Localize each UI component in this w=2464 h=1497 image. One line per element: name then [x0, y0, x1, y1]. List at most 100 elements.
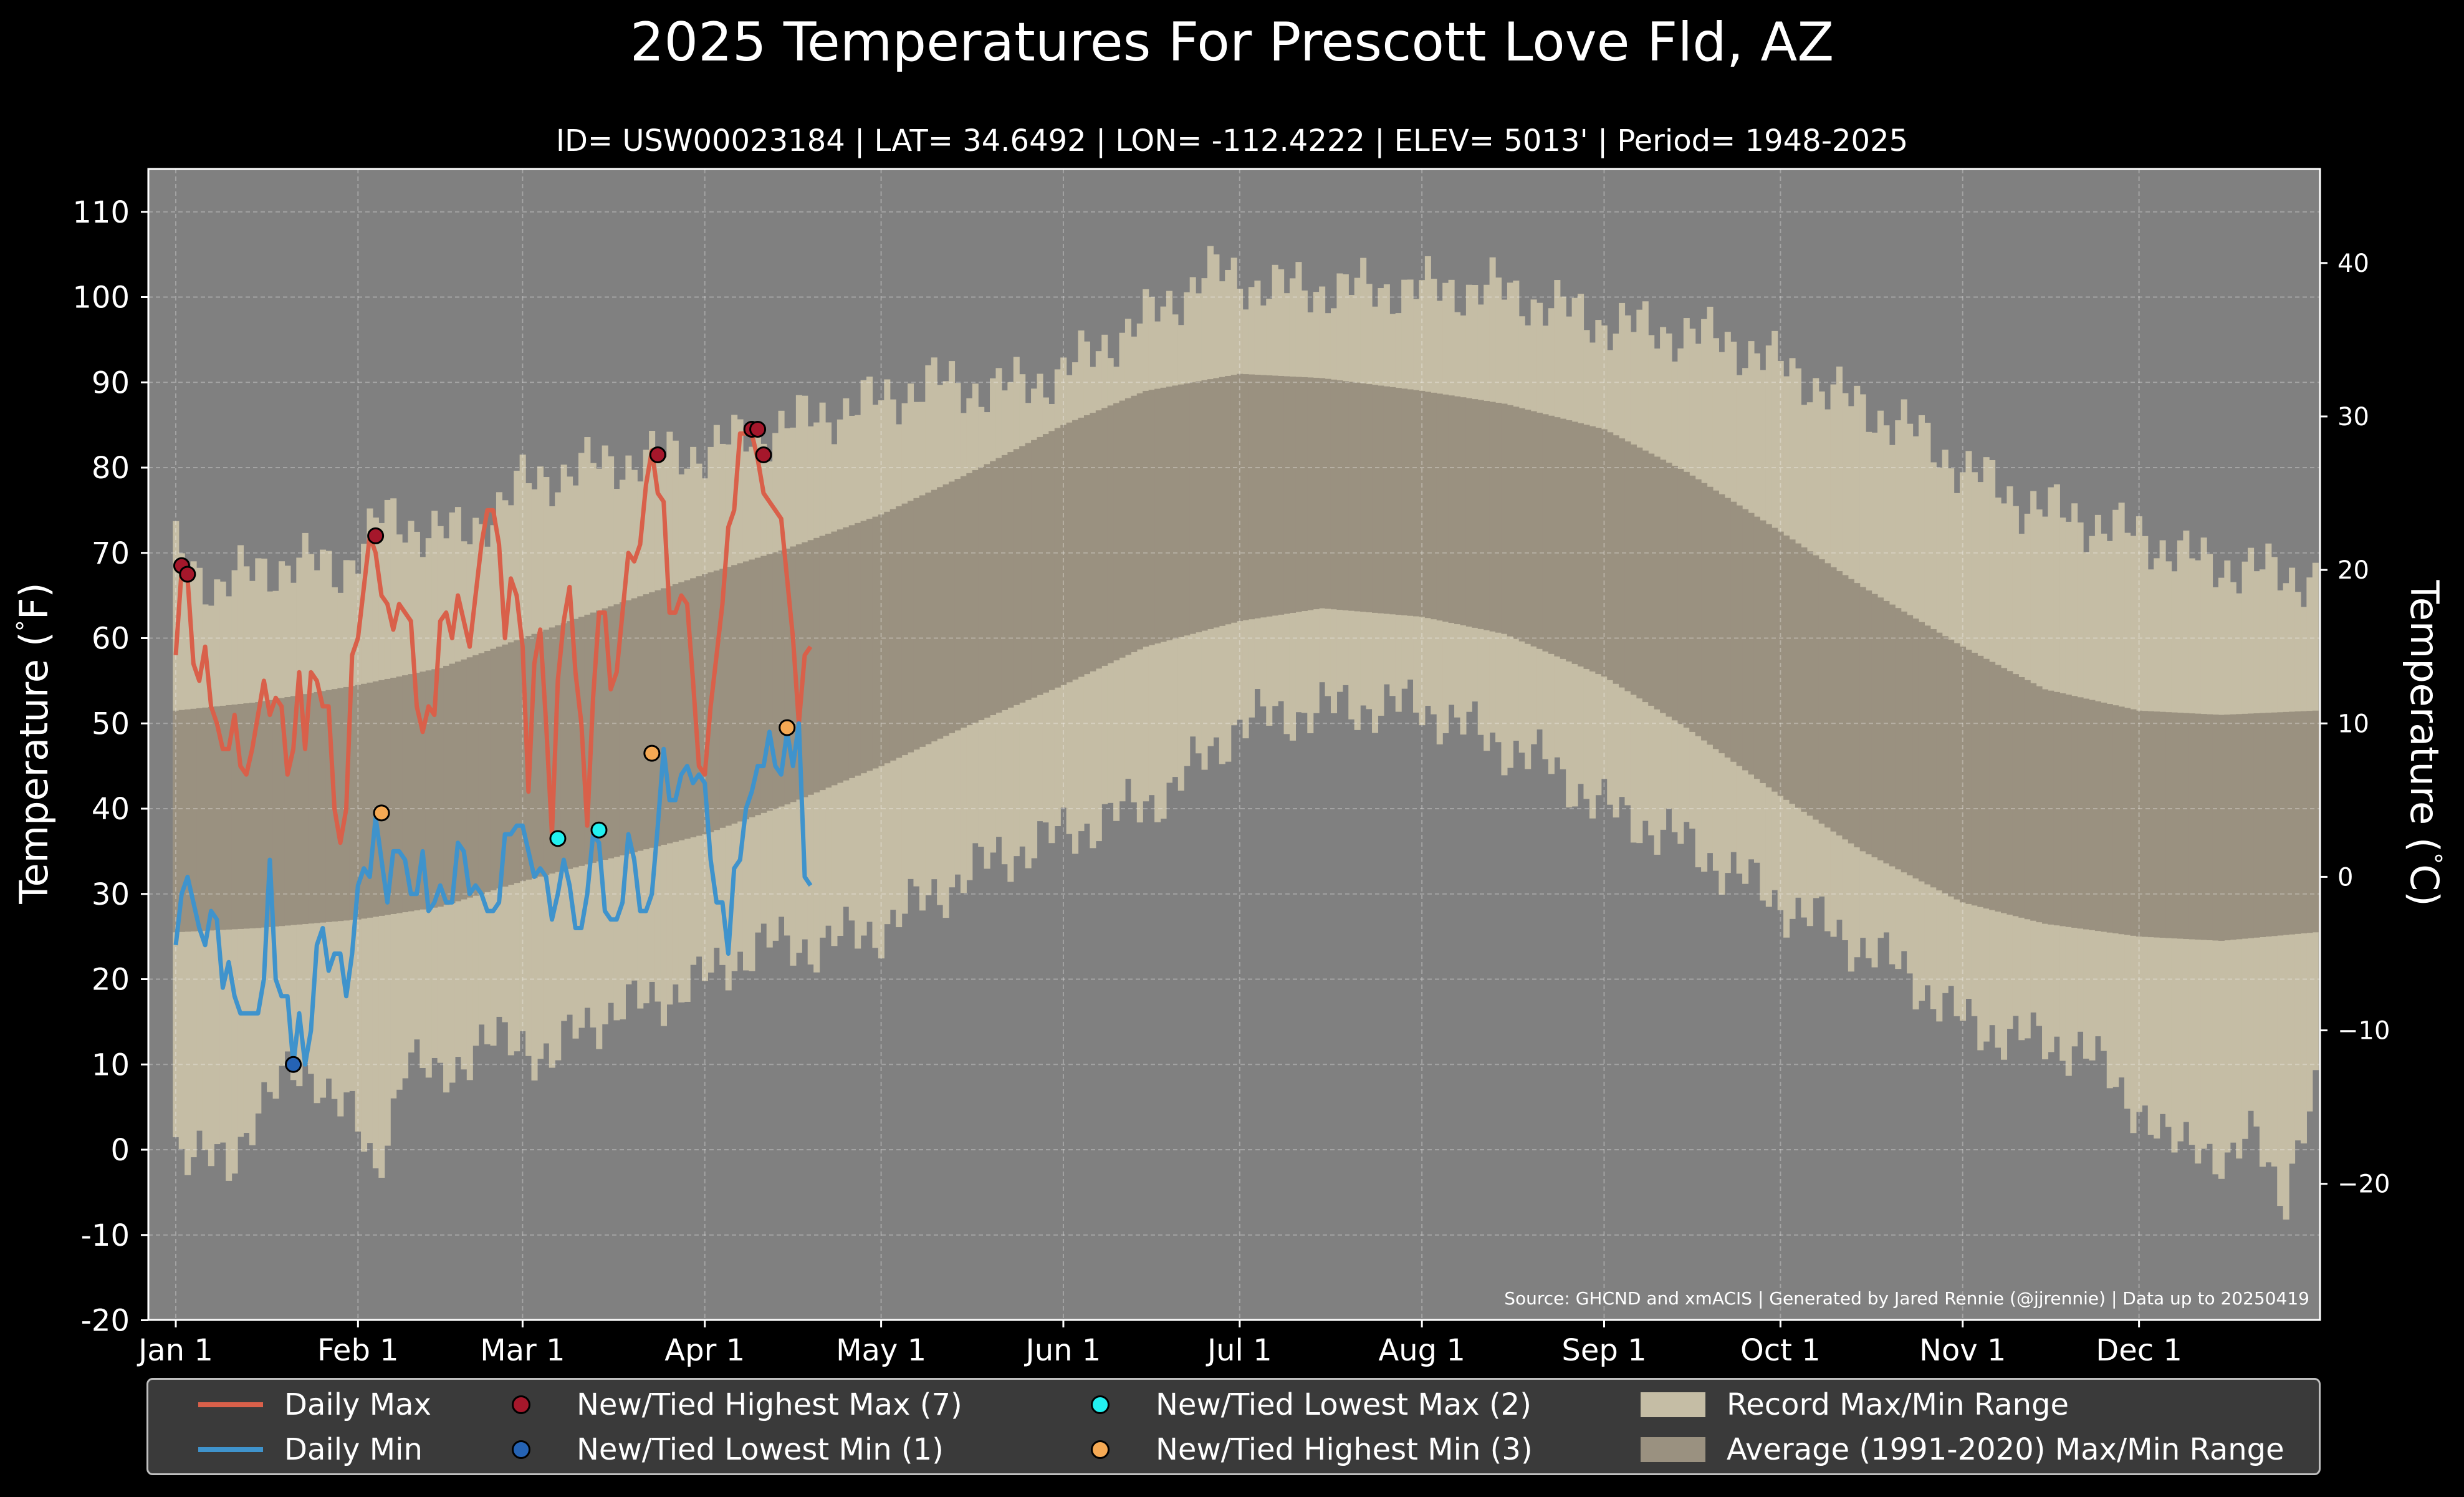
average-range-bar [1184, 383, 1191, 636]
degree-sign-right: ° [2419, 852, 2447, 864]
average-range-bar [1090, 413, 1096, 671]
average-range-bar [1383, 386, 1390, 614]
y-tick-label-left: 110 [72, 195, 130, 230]
average-range-bar [1830, 567, 1837, 832]
average-range-bar [2042, 689, 2049, 924]
average-range-bar [279, 698, 285, 927]
average-range-bar [1419, 390, 1426, 617]
average-range-bar [267, 700, 274, 927]
average-range-bar [1072, 420, 1079, 680]
average-range-bar [196, 708, 203, 931]
average-range-bar [1001, 455, 1008, 710]
legend-label: Daily Max [284, 1387, 431, 1422]
average-range-bar [2253, 713, 2260, 938]
record-marker [590, 821, 608, 839]
average-range-bar [537, 632, 544, 877]
average-range-bar [1278, 375, 1285, 615]
average-range-bar [1748, 513, 1755, 775]
average-range-bar [966, 473, 973, 726]
average-range-bar [1848, 579, 1854, 844]
x-tick-label: Aug 1 [1378, 1333, 1465, 1368]
average-range-bar [502, 644, 509, 887]
average-range-bar [1977, 655, 1984, 907]
average-range-bar [889, 509, 896, 761]
average-range-bar [1460, 397, 1467, 625]
plot-frame [147, 168, 2321, 1321]
average-range-bar [1613, 435, 1619, 684]
average-range-bar [1542, 414, 1549, 652]
average-range-bar [1472, 399, 1479, 628]
x-tick-label: Apr 1 [664, 1333, 745, 1368]
average-range-bar [649, 592, 656, 848]
average-range-bar [567, 621, 573, 869]
average-range-bar [2006, 671, 2013, 915]
average-range-bar [1119, 400, 1126, 658]
average-range-bar [790, 546, 797, 802]
average-range-bar [2124, 708, 2131, 935]
average-range-bar [249, 703, 256, 928]
average-range-bar [837, 529, 843, 783]
average-range-bar [466, 657, 473, 898]
average-range-bar [431, 669, 438, 908]
average-range-bar [1448, 395, 1455, 623]
average-range-bar [1124, 398, 1131, 655]
average-range-bar [1366, 384, 1373, 613]
average-range-bar [1360, 383, 1367, 612]
record-marker [779, 719, 796, 736]
average-range-bar [490, 648, 497, 890]
average-range-bar [1389, 387, 1396, 615]
average-range-bar [384, 678, 391, 915]
average-range-bar [2200, 714, 2207, 940]
average-range-bar [1813, 555, 1819, 820]
average-range-bar [2136, 710, 2142, 937]
average-range-bar [1154, 388, 1161, 644]
average-range-bar [1019, 446, 1026, 703]
average-range-bar [1048, 431, 1055, 690]
x-tick-label: Nov 1 [1919, 1333, 2006, 1368]
average-range-bar [1348, 382, 1355, 611]
average-range-bar [337, 688, 344, 922]
average-range-bar [660, 588, 668, 845]
record-marker [373, 804, 390, 822]
average-range-bar [355, 685, 362, 920]
average-range-bar [1037, 436, 1043, 695]
y-tick-label-left: 80 [92, 451, 130, 486]
average-range-bar [572, 619, 579, 868]
average-range-bar [2083, 698, 2090, 930]
legend-label: Record Max/Min Range [1727, 1387, 2069, 1422]
y-tick-label-right: 30 [2337, 403, 2369, 431]
average-range-bar [2218, 715, 2225, 941]
average-range-bar [884, 511, 891, 764]
legend-label: New/Tied Highest Min (3) [1156, 1432, 1533, 1467]
average-range-bar [2259, 713, 2266, 937]
average-range-bar [1131, 395, 1138, 652]
average-range-bar [1801, 547, 1808, 812]
average-range-bar [1907, 615, 1914, 875]
average-range-bar [1619, 438, 1626, 688]
average-range-bar [478, 653, 485, 894]
y-tick-label-left: 60 [92, 622, 130, 657]
average-range-bar [2236, 714, 2243, 940]
average-range-bar [2036, 686, 2043, 923]
average-range-bar [1148, 390, 1155, 645]
average-range-bar [173, 710, 180, 933]
average-range-bar [2241, 713, 2248, 939]
average-range-bar [1589, 426, 1596, 671]
average-range-bar [1530, 411, 1537, 647]
average-range-bar [719, 569, 726, 828]
average-range-bar [2230, 714, 2236, 940]
average-range-bar [1054, 428, 1061, 688]
average-range-bar [995, 458, 1002, 713]
average-range-bar [178, 710, 185, 932]
average-range-bar [2018, 677, 2025, 918]
average-range-bar [1642, 450, 1649, 703]
record-dot-swatch [1091, 1395, 1110, 1414]
average-range-bar [766, 554, 773, 811]
y-axis-label-left: Temperature (°F) [11, 582, 57, 905]
average-range-bar [684, 580, 691, 839]
y-tick-label-left: 50 [92, 706, 130, 741]
average-range-bar [1854, 583, 1861, 848]
average-range-bar [1295, 377, 1302, 612]
average-range-bar [2106, 704, 2113, 933]
average-range-bar [972, 470, 979, 723]
